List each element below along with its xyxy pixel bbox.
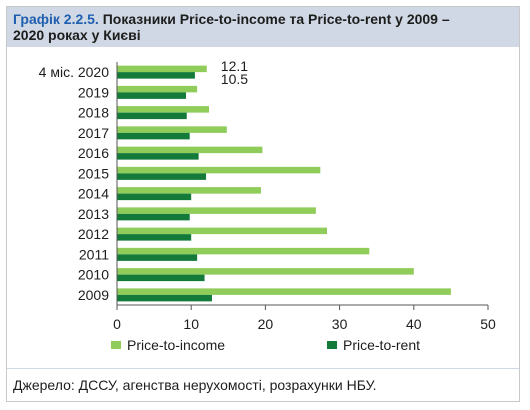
category-label: 2011 [79, 246, 109, 262]
bar-price-to-rent [117, 294, 212, 302]
category-label: 2018 [78, 105, 109, 121]
bar-price-to-income [117, 268, 414, 275]
x-tick-label: 50 [480, 316, 496, 332]
legend-swatch [111, 341, 121, 349]
category-label: 2010 [78, 267, 109, 283]
legend-label: Price-to-income [127, 337, 225, 353]
bar-price-to-income [117, 166, 321, 174]
category-label: 2014 [78, 186, 109, 202]
category-label: 4 міс. 2020 [39, 64, 110, 80]
bar-price-to-income [117, 106, 210, 113]
bar-price-to-income [117, 288, 451, 295]
bar-price-to-rent [117, 193, 192, 201]
title-line-2: 2020 роках у Києві [13, 27, 141, 43]
source-divider [7, 368, 519, 369]
category-label: 2012 [78, 226, 109, 242]
x-tick-label: 10 [183, 316, 199, 332]
bar-price-to-income [117, 247, 370, 255]
bar-price-to-rent [117, 153, 199, 160]
title-line-1: Показники Price-to-income та Price-to-re… [102, 11, 450, 27]
legend-price-to-income: Price-to-income [111, 337, 225, 353]
bar-price-to-rent [117, 254, 198, 261]
x-tick-label: 40 [406, 316, 422, 332]
bar-price-to-rent [117, 234, 192, 241]
bar-price-to-rent [117, 72, 195, 79]
bar-price-to-income [117, 187, 261, 194]
bar-price-to-rent [117, 92, 187, 99]
bar-price-to-income [117, 85, 198, 93]
source-note: Джерело: ДССУ, агенства нерухомості, роз… [13, 377, 377, 393]
bar-price-to-income [117, 65, 207, 73]
category-label: 2015 [78, 165, 109, 181]
bar-price-to-rent [117, 274, 205, 282]
category-label: 2017 [78, 125, 109, 141]
figure-number: Графік 2.2.5. [13, 11, 99, 27]
category-label: 2009 [78, 287, 109, 303]
legend-swatch [327, 341, 337, 349]
bar-price-to-rent [117, 213, 190, 221]
data-label-price-to-income: 12.1 [221, 58, 248, 74]
figure: Графік 2.2.5. Показники Price-to-income … [6, 6, 520, 402]
category-label: 2019 [78, 84, 109, 100]
bar-price-to-income [117, 146, 263, 154]
legend-label: Price-to-rent [343, 337, 420, 353]
axes-group [116, 62, 489, 310]
chart-title: Графік 2.2.5. Показники Price-to-income … [13, 11, 513, 43]
bar-price-to-income [117, 227, 327, 235]
bar-price-to-rent [117, 173, 207, 180]
bar-price-to-rent [117, 112, 187, 120]
title-band [7, 7, 519, 47]
legend-price-to-rent: Price-to-rent [327, 337, 420, 353]
data-labels: 12.110.5 [221, 58, 248, 87]
category-label: 2016 [78, 145, 109, 161]
x-tick-labels: 0 10 20 30 40 50 [113, 316, 496, 332]
bars-group [117, 65, 451, 302]
category-labels: 4 міс. 2020 2019 2018 2017 2016 2015 2014 2013 2… [39, 64, 110, 303]
x-tick-label: 30 [332, 316, 348, 332]
x-tick-label: 0 [113, 316, 121, 332]
x-tick-label: 20 [258, 316, 274, 332]
bar-chart: 4 міс. 2020 2019 2018 2017 2016 2015 2014 2013 2… [39, 58, 496, 353]
data-label-price-to-rent: 10.5 [221, 71, 248, 87]
bar-price-to-income [117, 207, 316, 214]
bar-price-to-income [117, 126, 227, 133]
bar-price-to-rent [117, 132, 190, 140]
category-label: 2013 [78, 206, 109, 222]
legend: Price-to-income Price-to-rent [111, 337, 420, 353]
